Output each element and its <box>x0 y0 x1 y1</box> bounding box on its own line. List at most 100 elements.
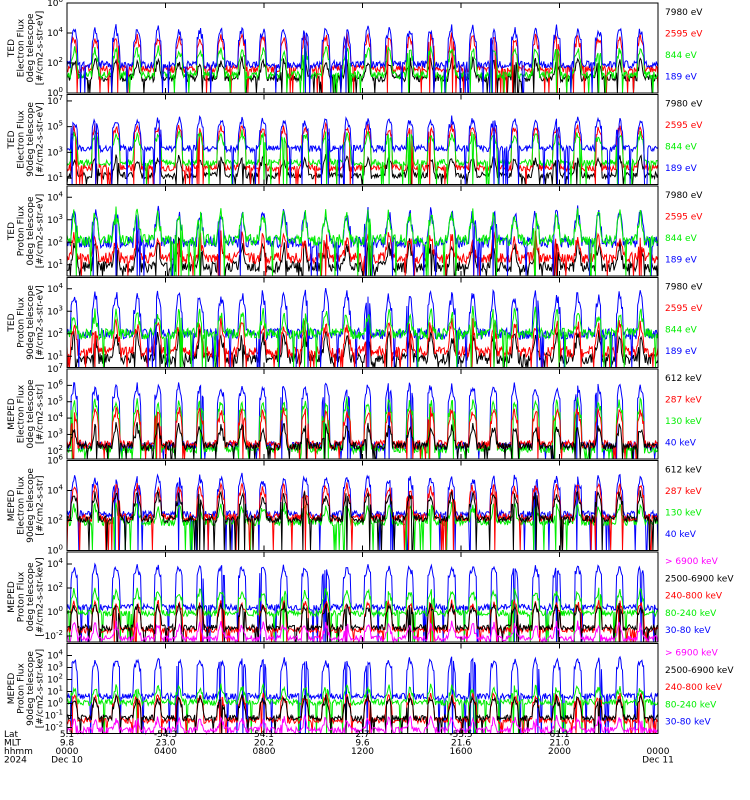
orbit-row-value: 21.6 <box>451 739 471 749</box>
panel-6-y-tick-label: 102 <box>47 514 63 527</box>
panel-2-legend-entry: 844 eV <box>665 142 698 152</box>
panel-3-y-tick-label: 102 <box>47 235 63 248</box>
panel-4-legend-entry: 2595 eV <box>665 304 703 314</box>
panel-8-y-tick-label: 102 <box>47 673 63 686</box>
orbit-row-value: 0000 <box>56 747 79 757</box>
panel-1-ylabel-line: TED <box>7 39 17 58</box>
orbit-row-label: hhmm <box>4 747 33 757</box>
panel-8-legend-entry: 2500-6900 keV <box>665 666 734 676</box>
panel-8-y-tick-label: 10-2 <box>45 721 63 734</box>
panel-1-series-7980-ev <box>66 56 659 94</box>
panel-3-ylabel-line: [#/cm2-s-str-eV] <box>36 194 46 269</box>
panel-4-series-844-ev <box>66 288 659 368</box>
panel-2-series-844-ev <box>66 129 659 185</box>
panel-5-legend-entry: 40 keV <box>665 438 697 448</box>
panel-2-y-tick-label: 103 <box>47 145 63 158</box>
panel-1-series-189-ev <box>66 24 659 94</box>
orbit-row-value: 0400 <box>154 747 177 757</box>
orbit-row-value: 2.7 <box>355 730 369 740</box>
panel-1-ylabel-line: 0deg telescope <box>26 13 36 83</box>
panel-1-y-tick-label: 100 <box>47 86 63 99</box>
panel-2-y-tick-label: 101 <box>47 171 63 184</box>
panel-7-ylabel-line: MEPED <box>7 581 17 613</box>
panel-3-legend-entry: 189 eV <box>665 255 698 265</box>
panel-2-y-tick-label: 105 <box>47 120 63 133</box>
panel-6-y-tick-label: 104 <box>47 484 63 497</box>
panel-4-legend-entry: 189 eV <box>665 347 698 357</box>
panel-8-ylabel-line: MEPED <box>7 673 17 705</box>
panel-8-series-30-80-kev <box>66 655 659 734</box>
panel-5-ylabel-line: [#/cm2-s-str] <box>36 384 46 444</box>
orbit-row-value: 54.1 <box>254 730 274 740</box>
panel-1-legend-entry: 844 eV <box>665 51 698 61</box>
panel-2-y-tick-label: 107 <box>47 94 63 107</box>
panel-7-legend-entry: > 6900 keV <box>665 557 719 567</box>
panel-1-legend-entry: 189 eV <box>665 72 698 82</box>
panel-3-legend-entry: 2595 eV <box>665 212 703 222</box>
panel-6-legend-entry: 130 keV <box>665 508 702 518</box>
panel-2-legend-entry: 7980 eV <box>665 100 703 110</box>
panel-5-y-tick-label: 104 <box>47 411 63 424</box>
panel-7-ylabel-line: 0deg telescope <box>26 562 36 632</box>
panel-3-ylabel-line: TED <box>7 222 17 241</box>
panel-8-y-tick-label: 104 <box>47 649 63 662</box>
panel-8-series-80-240-kev <box>66 682 659 734</box>
panel-8-ylabel-line: Proton Flux <box>17 663 27 714</box>
panel-7-y-tick-label: 10-2 <box>45 629 63 642</box>
panel-3-y-tick-label: 101 <box>47 258 63 271</box>
orbit-row-value: 21.0 <box>549 739 569 749</box>
panel-4-y-tick-label: 104 <box>47 282 63 295</box>
panel-2-ylabel-line: 90deg telescope <box>26 102 36 177</box>
panel-7-series-2500-6900-kev <box>67 602 659 643</box>
panel-4-y-tick-label: 103 <box>47 304 63 317</box>
panel-8-ylabel-line: 90deg telescope <box>26 651 36 726</box>
orbit-row-value: 20.2 <box>254 739 274 749</box>
orbit-row-value: 0800 <box>253 747 276 757</box>
panel-4-ylabel-line: Proton Flux <box>17 297 27 348</box>
panel-2-ylabel-line: Electron Flux <box>17 110 27 169</box>
panel-5-y-tick-label: 107 <box>47 362 63 375</box>
orbit-row-value: 5.1 <box>60 730 74 740</box>
panel-1-y-tick-label: 102 <box>47 56 63 69</box>
panel-8-ylabel-line: [#/cm2-s-str-keV] <box>36 649 46 728</box>
panel-5-y-tick-label: 105 <box>47 395 63 408</box>
panel-4-y-tick-label: 101 <box>47 349 63 362</box>
orbit-row-value: 9.6 <box>355 739 370 749</box>
orbit-row-value: 9.8 <box>60 739 75 749</box>
orbit-row-label: 2024 <box>4 756 27 766</box>
panel-4-ylabel-line: [#/cm2-s-str-eV] <box>36 285 46 360</box>
panel-1-legend-entry: 7980 eV <box>665 8 703 18</box>
orbit-row-value: 1200 <box>351 747 374 757</box>
panel-6-legend-entry: 287 keV <box>665 487 702 497</box>
panel-1-y-tick-label: 106 <box>47 0 63 9</box>
orbit-row-label: Lat <box>4 730 19 740</box>
orbit-row-value: 23.0 <box>155 739 175 749</box>
panel-6-ylabel-line: MEPED <box>7 490 17 522</box>
panel-1-ylabel-line: [#/cm2-s-str-eV] <box>36 11 46 86</box>
panel-5-y-tick-label: 103 <box>47 427 63 440</box>
panel-5-y-tick-label: 102 <box>47 444 63 457</box>
panel-3-legend-entry: 7980 eV <box>665 191 703 201</box>
panel-6-y-tick-label: 100 <box>47 544 63 557</box>
panel-8-legend-entry: > 6900 keV <box>665 649 719 659</box>
panel-4-ylabel-line: 90deg telescope <box>26 285 36 360</box>
orbit-row-value: 61.1 <box>549 730 569 740</box>
panel-6-frame <box>66 460 659 551</box>
panel-1-ylabel-line: Electron Flux <box>17 18 27 77</box>
panel-8-y-tick-label: 100 <box>47 697 63 710</box>
panel-5-legend-entry: 612 keV <box>665 374 702 384</box>
panel-7-series-80-240-kev <box>66 587 659 643</box>
panel-7-series-30-80-kev <box>66 562 659 643</box>
panel-2-ylabel-line: [#/cm2-s-str-eV] <box>36 102 46 177</box>
panel-5-series-612-kev <box>66 422 659 460</box>
panel-2-series-189-ev <box>66 115 659 185</box>
panel-1-series-844-ev <box>66 45 659 94</box>
panel-8-legend-entry: 240-800 keV <box>665 683 723 693</box>
panel-3-ylabel-line: 0deg telescope <box>26 196 36 266</box>
panel-2-ylabel-line: TED <box>7 130 17 149</box>
orbit-row-value: -54.3 <box>154 730 177 740</box>
panel-2-legend-entry: 2595 eV <box>665 121 703 131</box>
panel-1-legend-entry: 2595 eV <box>665 29 703 39</box>
panel-3-series-189-ev <box>66 206 659 277</box>
